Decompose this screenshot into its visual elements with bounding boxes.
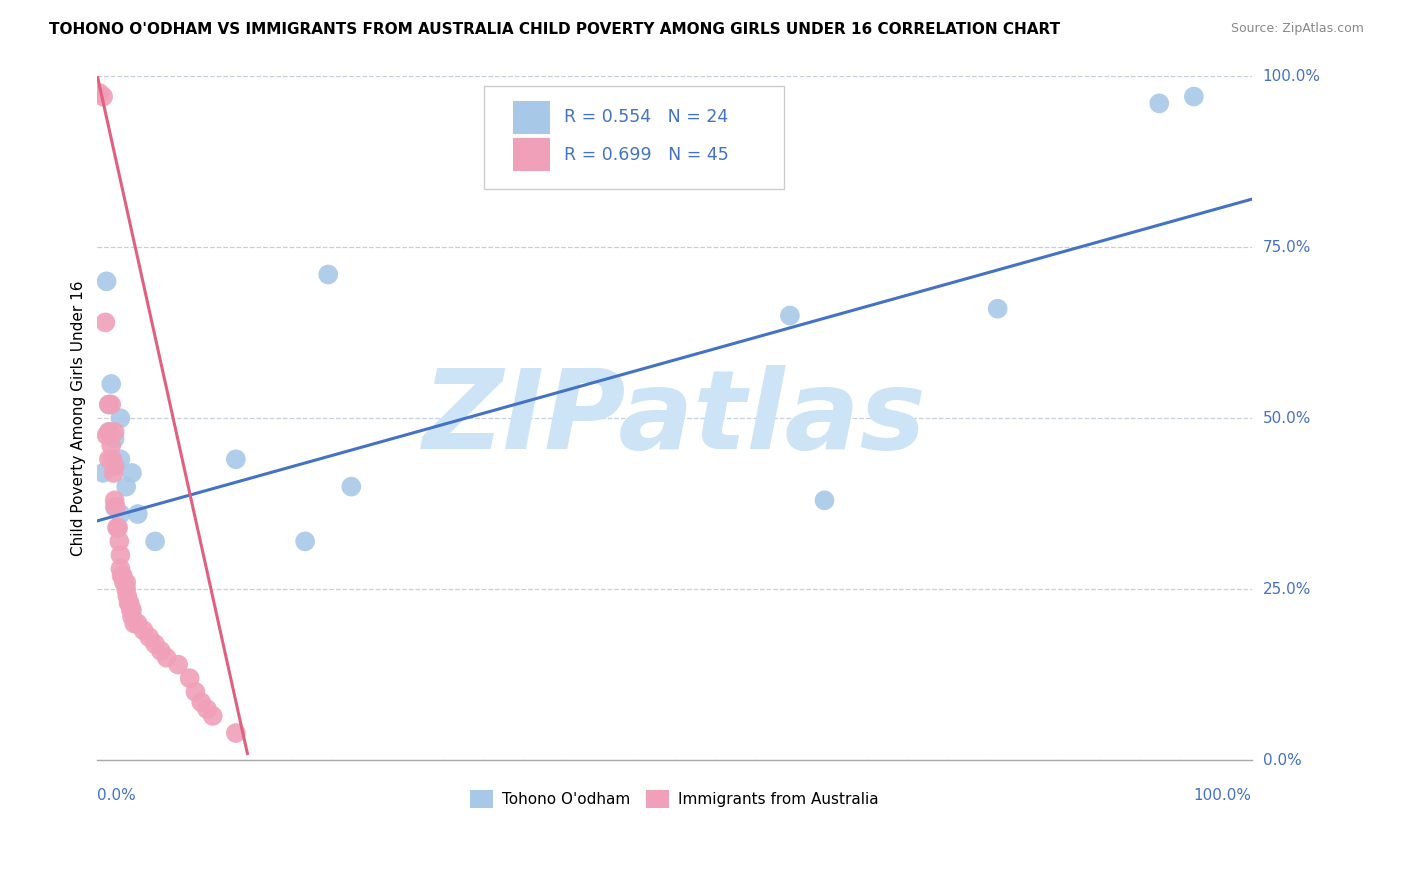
Point xyxy=(110,507,132,521)
Point xyxy=(987,301,1010,316)
Text: TOHONO O'ODHAM VS IMMIGRANTS FROM AUSTRALIA CHILD POVERTY AMONG GIRLS UNDER 16 C: TOHONO O'ODHAM VS IMMIGRANTS FROM AUSTRA… xyxy=(49,22,1060,37)
Text: 100.0%: 100.0% xyxy=(1194,788,1251,803)
Point xyxy=(294,534,316,549)
Point xyxy=(105,521,128,535)
Point xyxy=(127,507,149,521)
Point xyxy=(118,596,141,610)
Point xyxy=(184,685,207,699)
Point xyxy=(101,452,124,467)
Text: 50.0%: 50.0% xyxy=(1263,410,1310,425)
Point xyxy=(1149,96,1171,111)
Point xyxy=(195,702,218,716)
Point xyxy=(89,86,111,100)
Point xyxy=(127,616,149,631)
Point xyxy=(138,630,160,644)
Point xyxy=(112,575,135,590)
Legend: Tohono O'odham, Immigrants from Australia: Tohono O'odham, Immigrants from Australi… xyxy=(464,783,884,814)
Point xyxy=(94,315,117,329)
Point xyxy=(100,376,122,391)
Point xyxy=(104,425,127,439)
Point xyxy=(91,466,114,480)
Point xyxy=(155,650,177,665)
Point xyxy=(120,603,142,617)
Point xyxy=(110,548,132,562)
Text: Source: ZipAtlas.com: Source: ZipAtlas.com xyxy=(1230,22,1364,36)
Point xyxy=(104,500,127,515)
Point xyxy=(143,534,166,549)
Point xyxy=(108,534,131,549)
Point xyxy=(104,432,127,446)
Point xyxy=(111,568,134,582)
Point xyxy=(117,596,139,610)
Text: 0.0%: 0.0% xyxy=(1263,753,1302,768)
Point xyxy=(340,480,363,494)
Point xyxy=(813,493,835,508)
Point xyxy=(110,411,132,425)
Point xyxy=(103,466,125,480)
Point xyxy=(97,397,120,411)
Point xyxy=(100,397,122,411)
Point xyxy=(96,274,118,288)
Y-axis label: Child Poverty Among Girls Under 16: Child Poverty Among Girls Under 16 xyxy=(72,280,86,556)
Point xyxy=(124,616,146,631)
FancyBboxPatch shape xyxy=(484,87,785,189)
Point xyxy=(110,452,132,467)
Point xyxy=(104,459,127,474)
Point xyxy=(121,603,143,617)
Point xyxy=(190,695,212,709)
Point xyxy=(167,657,190,672)
Point xyxy=(104,493,127,508)
Point xyxy=(316,268,339,282)
Text: R = 0.554   N = 24: R = 0.554 N = 24 xyxy=(564,108,728,126)
Point xyxy=(104,500,127,515)
Text: ZIPatlas: ZIPatlas xyxy=(423,365,927,472)
Point xyxy=(179,671,201,685)
Point xyxy=(201,709,224,723)
Point xyxy=(91,89,114,103)
Point xyxy=(115,582,138,597)
Point xyxy=(1182,89,1205,103)
Point xyxy=(225,726,247,740)
FancyBboxPatch shape xyxy=(513,138,550,171)
Point xyxy=(117,589,139,603)
Point xyxy=(115,480,138,494)
Point xyxy=(104,459,127,474)
Text: 0.0%: 0.0% xyxy=(97,788,136,803)
Point xyxy=(779,309,801,323)
Point xyxy=(97,452,120,467)
Text: 75.0%: 75.0% xyxy=(1263,240,1310,254)
Text: R = 0.699   N = 45: R = 0.699 N = 45 xyxy=(564,145,728,164)
Point xyxy=(143,637,166,651)
Point xyxy=(97,397,120,411)
Point xyxy=(96,428,118,442)
FancyBboxPatch shape xyxy=(513,101,550,134)
Point xyxy=(149,644,172,658)
Point xyxy=(110,568,132,582)
Point xyxy=(97,425,120,439)
Point xyxy=(115,575,138,590)
Point xyxy=(132,624,155,638)
Point xyxy=(107,521,129,535)
Point xyxy=(110,562,132,576)
Point xyxy=(97,425,120,439)
Point xyxy=(121,609,143,624)
Text: 100.0%: 100.0% xyxy=(1263,69,1320,84)
Point xyxy=(121,466,143,480)
Point xyxy=(100,439,122,453)
Text: 25.0%: 25.0% xyxy=(1263,582,1310,597)
Point xyxy=(225,452,247,467)
